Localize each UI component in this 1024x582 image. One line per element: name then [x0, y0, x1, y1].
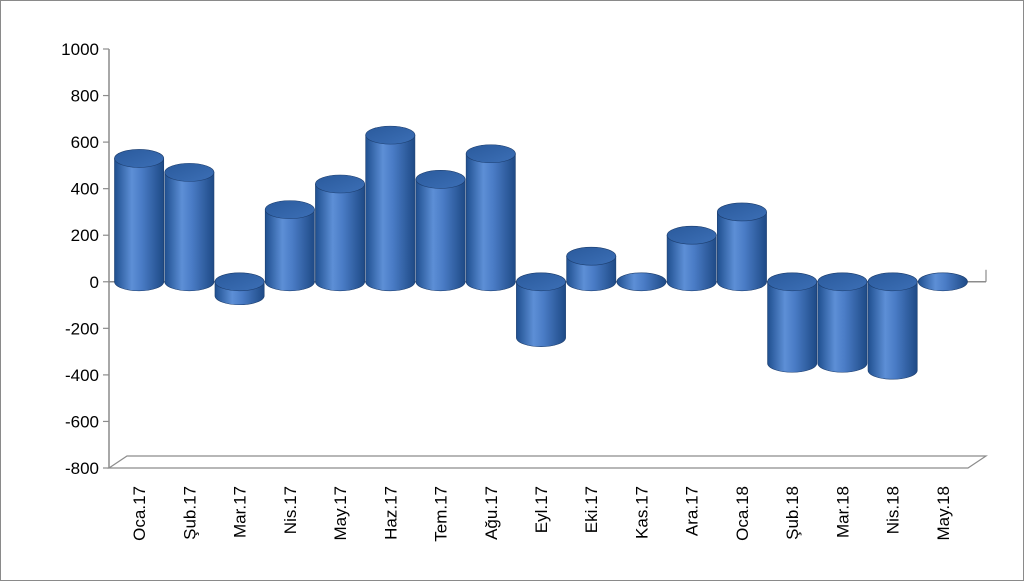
bar-top [717, 202, 767, 222]
bar [315, 174, 365, 292]
bar [566, 246, 617, 292]
y-tick-label: 1000 [61, 40, 99, 59]
bar [465, 144, 516, 292]
bar-body [114, 158, 165, 292]
x-category-label: Eyl.17 [532, 486, 551, 533]
bar-top [264, 200, 315, 219]
y-tick-label: 200 [71, 226, 99, 245]
x-category-label: Oca.17 [130, 486, 149, 541]
labels: 1000 800 600 400 200 0 -200 -400 -600 -800 Oca.17 Ş… [61, 40, 953, 542]
bar [867, 272, 918, 380]
chart-floor [107, 455, 988, 469]
bar-body [666, 234, 717, 292]
x-category-label: Ağu.17 [482, 486, 501, 540]
y-tick-label: -200 [65, 319, 99, 338]
bar [717, 202, 767, 292]
bar [214, 272, 265, 306]
bar-top [214, 272, 265, 292]
bar [917, 272, 968, 292]
bar [616, 272, 667, 292]
bar-body [867, 281, 918, 380]
bar-top [817, 272, 868, 292]
bar-body [264, 209, 315, 292]
bar [767, 272, 818, 373]
x-category-label: Mar.17 [231, 486, 250, 538]
x-category-label: Ara.17 [683, 486, 702, 536]
bar [164, 163, 215, 292]
y-tick-label: -400 [65, 366, 99, 385]
y-tick-label: 400 [71, 180, 99, 199]
bar-top [315, 174, 365, 194]
bar [666, 225, 717, 292]
x-category-label: Şub.18 [783, 486, 802, 540]
bar-body [516, 281, 566, 347]
bar-body [717, 211, 767, 292]
axes [103, 48, 988, 469]
x-category-label: Tem.17 [432, 486, 451, 542]
bars [114, 125, 968, 380]
x-category-label: Kas.17 [632, 486, 651, 539]
bar-top [666, 225, 717, 245]
y-tick-label: 800 [71, 87, 99, 106]
y-tick-label: -600 [65, 412, 99, 431]
bar-top [767, 272, 818, 292]
bar-top [516, 272, 566, 292]
bar-top [164, 163, 215, 182]
bar-top [566, 246, 617, 266]
bar-top [114, 149, 165, 168]
bar-body [767, 281, 818, 373]
x-category-label: Mar.18 [833, 486, 852, 538]
bar [516, 272, 566, 347]
x-category-label: Eki.17 [582, 486, 601, 533]
bar [264, 200, 315, 292]
bar [415, 170, 466, 292]
bar-disk [616, 272, 667, 292]
bar-body [465, 153, 516, 292]
x-category-label: Şub.17 [180, 486, 199, 540]
bar-top [867, 272, 918, 292]
bar-body [566, 255, 617, 292]
bar-top [465, 144, 516, 164]
x-category-label: May.17 [331, 486, 350, 541]
x-category-label: May.18 [934, 486, 953, 541]
bar-body [817, 281, 868, 373]
x-category-label: Oca.18 [733, 486, 752, 541]
bar [817, 272, 868, 373]
x-category-label: Nis.17 [281, 486, 300, 534]
bar [365, 125, 416, 292]
y-tick-label: 0 [90, 273, 99, 292]
bar-body [164, 172, 215, 292]
bar-disk [917, 272, 968, 292]
bar-body [415, 179, 466, 292]
y-tick-label: 600 [71, 133, 99, 152]
bar-body [365, 134, 416, 292]
bar [114, 149, 165, 292]
x-category-label: Haz.17 [381, 486, 400, 540]
bar-body [315, 183, 365, 292]
bar-top [365, 125, 416, 145]
y-tick-label: -800 [65, 459, 99, 478]
bar-top [415, 170, 466, 189]
x-category-label: Nis.18 [884, 486, 903, 534]
